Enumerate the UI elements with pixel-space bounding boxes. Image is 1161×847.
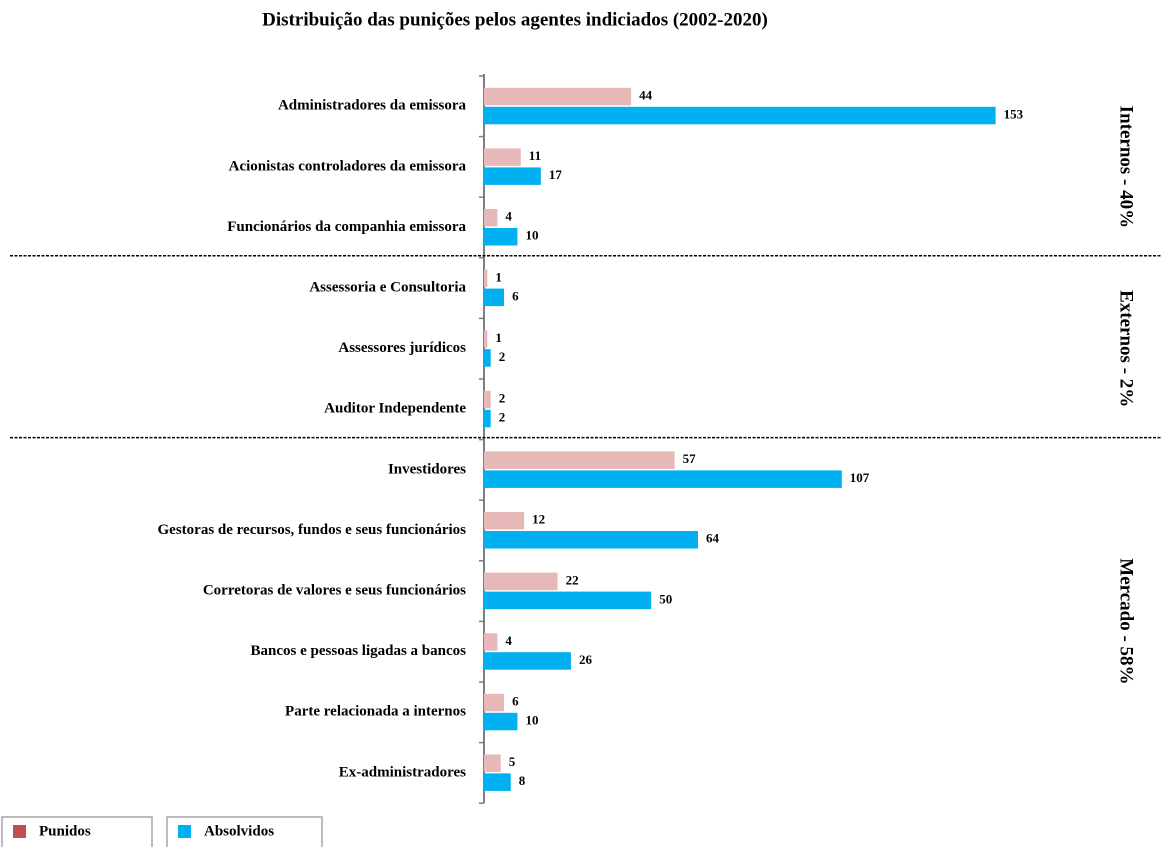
value-label: 6 <box>512 694 519 709</box>
value-label: 64 <box>706 531 720 546</box>
group-label: Mercado - 58% <box>1116 558 1137 684</box>
category-label: Administradores da emissora <box>278 98 467 114</box>
value-label: 2 <box>499 391 506 406</box>
value-label: 1 <box>495 269 502 284</box>
bar <box>484 591 652 610</box>
value-label: 1 <box>495 330 502 345</box>
chart-title: Distribuição das punições pelos agentes … <box>262 9 768 30</box>
group-label: Internos - 40% <box>1116 106 1137 228</box>
legend-box <box>1 816 153 847</box>
bar <box>484 167 541 185</box>
value-label: 44 <box>639 88 653 103</box>
bar <box>484 209 498 227</box>
value-label: 107 <box>850 470 870 485</box>
category-label: Corretoras de valores e seus funcionário… <box>203 583 466 599</box>
bar <box>484 712 518 731</box>
value-label: 12 <box>532 512 545 527</box>
value-label: 6 <box>512 288 519 303</box>
value-label: 57 <box>683 451 697 466</box>
value-label: 10 <box>525 228 538 243</box>
value-label: 50 <box>659 591 672 606</box>
value-label: 10 <box>525 713 538 728</box>
bar <box>484 693 505 712</box>
bar <box>484 409 491 428</box>
bar <box>484 572 558 591</box>
bar <box>484 87 632 106</box>
bar <box>484 349 491 367</box>
legend-label: Absolvidos <box>204 823 274 839</box>
value-label: 2 <box>499 349 506 364</box>
value-label: 4 <box>505 633 512 648</box>
legend-box <box>166 816 323 847</box>
value-label: 8 <box>519 773 526 788</box>
category-label: Investidores <box>388 461 466 477</box>
bar <box>484 106 996 125</box>
bar <box>484 633 498 651</box>
category-label: Bancos e pessoas ligadas a bancos <box>251 643 467 659</box>
legend-swatch <box>13 825 26 838</box>
category-label: Funcionários da companhia emissora <box>227 219 466 235</box>
legend-label: Punidos <box>39 823 91 839</box>
category-label: Parte relacionada a internos <box>285 704 466 720</box>
bar <box>484 148 521 166</box>
category-label: Acionistas controladores da emissora <box>229 158 467 174</box>
category-label: Gestoras de recursos, fundos e seus func… <box>158 522 467 538</box>
group-label: Externos - 2% <box>1116 290 1137 407</box>
category-label: Assessores jurídicos <box>338 340 466 356</box>
bar <box>484 773 511 791</box>
value-label: 5 <box>509 754 516 769</box>
category-label: Ex-administradores <box>339 764 466 780</box>
bar <box>484 269 488 288</box>
bar <box>484 754 501 772</box>
value-label: 4 <box>505 209 512 224</box>
value-label: 22 <box>566 572 579 587</box>
bar <box>484 330 488 348</box>
value-label: 26 <box>579 652 593 667</box>
bar <box>484 390 491 409</box>
bar <box>484 451 675 469</box>
category-label: Auditor Independente <box>324 401 466 417</box>
category-label: Assessoria e Consultoria <box>309 280 466 296</box>
bar <box>484 531 698 549</box>
value-label: 2 <box>499 410 506 425</box>
value-label: 17 <box>549 167 563 182</box>
value-label: 153 <box>1004 107 1024 122</box>
bar <box>484 288 505 307</box>
bar <box>484 228 518 246</box>
value-label: 11 <box>529 148 541 163</box>
bar <box>484 652 571 670</box>
legend-swatch <box>178 825 191 838</box>
bar <box>484 470 842 488</box>
bar <box>484 512 525 530</box>
